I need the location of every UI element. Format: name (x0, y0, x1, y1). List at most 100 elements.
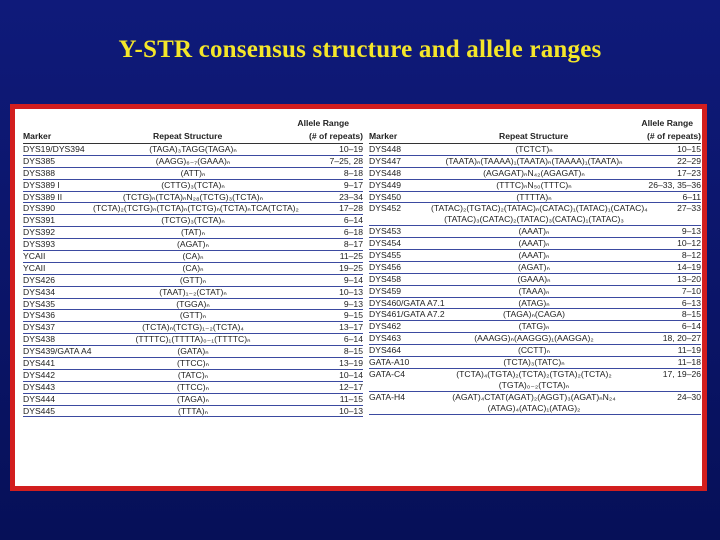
repeat-structure-line: (TTCC)ₙ (176, 358, 210, 369)
right-table-header: Allele Range Marker Repeat Structure (# … (369, 117, 701, 144)
allele-range-cell: 18, 20–27 (662, 333, 701, 344)
repeat-structure-line: (TTTC)ₙN₅₀(TTTC)ₙ (496, 179, 572, 190)
table-row: DYS438 (TTTTC)₁(TTTTA)₀₋₁(TTTTC)ₙ 6–14 (23, 334, 363, 347)
allele-range-cell: 19–25 (339, 262, 363, 273)
repeat-structure-line: (TCTA)₄(TGTA)₂(TCTA)₂(TGTA)₂(TCTA)₂ (456, 368, 612, 379)
repeat-structure-cell: (TGGA)ₙ (93, 299, 293, 310)
repeat-structure-cell: (TCTCT)ₙ (431, 144, 637, 155)
allele-range-cell: 13–19 (339, 358, 363, 369)
repeat-structure-cell: (AAGG)₆₋₇(GAAA)ₙ (93, 156, 293, 167)
table-row: DYS385 (AAGG)₆₋₇(GAAA)ₙ 7–25, 28 (23, 156, 363, 168)
table-row: DYS389 II (TCTG)ₙ(TCTA)ₙN₂₈(TCTG)₃(TCTA)ₙ… (23, 192, 363, 204)
table-row: DYS434 (TAAT)₁₋₂(CTAT)ₙ 10–13 (23, 287, 363, 299)
allele-range-cell: 6–14 (343, 334, 363, 345)
repeat-structure-line: (CCTT)ₙ (517, 345, 551, 356)
repeat-structure-line: (TCTA)₃(TATC)ₙ (503, 357, 565, 368)
repeat-structure-cell: (GTT)ₙ (93, 310, 293, 321)
repeat-structure-line: (ATT)ₙ (180, 167, 206, 178)
repeat-structure-line: (TATC)ₙ (177, 369, 209, 380)
repeat-structure-line: (TAT)ₙ (180, 227, 206, 238)
repeat-structure-cell: (CTTG)₃(TCTA)ₙ (93, 180, 293, 191)
repeat-structure-line: (CA)ₙ (182, 251, 204, 262)
marker-cell: DYS445 (23, 405, 56, 416)
table-row: DYS462 (TATG)ₙ 6–14 (369, 321, 701, 334)
marker-cell: DYS450 (369, 191, 402, 202)
allele-range-cell: 10–13 (339, 405, 363, 416)
marker-cell: DYS460/GATA A7.1 (369, 297, 445, 308)
marker-cell: DYS389 II (23, 191, 63, 202)
repeat-structure-cell: (CA)ₙ (93, 263, 293, 274)
allele-range-cell: 9–13 (681, 226, 701, 237)
repeat-structure-line: (TCTA)ₙ(TCTG)₁₋₂(TCTA)₄ (142, 322, 244, 333)
allele-range-cell: 9–17 (343, 179, 363, 190)
repeat-structure-cell: (TCTA)₂(TCTG)ₙ(TCTA)ₙ(TCTG)ₙ(TCTA)ₙTCA(T… (93, 203, 299, 214)
repeat-structure-line: (AGAT)ₙ (177, 239, 209, 250)
repeat-structure-cell: (TAGA)₃TAGG(TAGA)ₙ (93, 144, 293, 155)
marker-cell: DYS434 (23, 286, 56, 297)
marker-cell: DYS441 (23, 358, 56, 369)
allele-range-cell: 10–13 (339, 286, 363, 297)
marker-cell: GATA-H4 (369, 391, 405, 402)
table-row: DYS464 (CCTT)ₙ 11–19 (369, 345, 701, 358)
repeat-structure-cell: (TTTC)ₙN₅₀(TTTC)ₙ (431, 180, 637, 191)
marker-cell: DYS439/GATA A4 (23, 346, 92, 357)
table-row: DYS444 (TAGA)ₙ 11–15 (23, 394, 363, 406)
marker-cell: DYS459 (369, 285, 402, 296)
table-row: DYS442 (TATC)ₙ 10–14 (23, 370, 363, 382)
table-row: YCAII (CA)ₙ 11–25 (23, 251, 363, 263)
repeat-structure-line: (TAAA)ₙ (518, 285, 550, 296)
marker-cell: GATA-C4 (369, 368, 405, 379)
repeat-structure-cell: (AGAGAT)ₙN₄₂(AGAGAT)ₙ (431, 168, 637, 179)
table-row: GATA-C4 (TCTA)₄(TGTA)₂(TCTA)₂(TGTA)₂(TCTA… (369, 369, 701, 392)
repeat-structure-line: (TGTA)₀₋₂(TCTA)ₙ (498, 379, 570, 390)
repeat-structure-cell: (TAGA)ₙ (93, 394, 293, 405)
marker-cell: DYS452 (369, 203, 402, 214)
repeat-structure-cell: (AGAT)ₙ (431, 262, 637, 273)
repeat-structure-cell: (GAAA)ₙ (431, 274, 637, 285)
marker-cell: DYS458 (369, 273, 402, 284)
repeat-structure-cell: (TATAC)₂(TGTAC)₂(TATAC)ₙ(CATAC)₁(TATAC)₁… (431, 203, 648, 225)
repeat-structure-line: (TTTTC)₁(TTTTA)₀₋₁(TTTTC)ₙ (135, 334, 251, 345)
repeat-structure-cell: (GTT)ₙ (93, 275, 293, 286)
table-row: DYS447 (TAATA)ₙ(TAAAA)₁(TAATA)ₙ(TAAAA)₁(T… (369, 156, 701, 168)
slide-title: Y-STR consensus structure and allele ran… (118, 36, 602, 63)
allele-range-cell: 10–14 (339, 369, 363, 380)
repeat-structure-line: (TCTG)ₙ(TCTA)ₙN₂₈(TCTG)₃(TCTA)ₙ (122, 191, 264, 202)
marker-cell: DYS388 (23, 167, 56, 178)
repeat-structure-cell: (AAAGG)ₙ(AAGGG)₁(AAGGA)₂ (431, 333, 637, 344)
allele-range-cell: 8–12 (681, 250, 701, 261)
allele-range-header: Allele Range (641, 118, 693, 128)
repeat-structure-cell: (ATT)ₙ (93, 168, 293, 179)
repeat-structure-line: (TCTCT)ₙ (515, 144, 553, 154)
marker-header: Marker (369, 131, 398, 141)
repeat-count-header: (# of repeats) (309, 131, 363, 141)
marker-cell: DYS454 (369, 238, 402, 249)
left-table-header: Allele Range Marker Repeat Structure (# … (23, 117, 363, 144)
allele-range-cell: 12–17 (339, 381, 363, 392)
allele-range-cell: 26–33, 35–36 (648, 179, 701, 190)
allele-range-cell: 6–14 (681, 321, 701, 332)
left-table: Allele Range Marker Repeat Structure (# … (23, 117, 363, 418)
repeat-structure-cell: (AAAT)ₙ (431, 238, 637, 249)
allele-range-cell: 14–19 (677, 261, 701, 272)
table-row: DYS392 (TAT)ₙ 6–18 (23, 227, 363, 240)
table-row: DYS393 (AGAT)ₙ 8–17 (23, 239, 363, 252)
table-row: DYS448 (TCTCT)ₙ 10–15 (369, 144, 701, 156)
repeat-structure-cell: (TAGA)ₙ(CAGA) (431, 309, 637, 320)
repeat-structure-line: (AAGG)₆₋₇(GAAA)ₙ (155, 155, 231, 166)
allele-range-cell: 11–18 (677, 357, 701, 368)
repeat-structure-cell: (AAAT)ₙ (431, 250, 637, 261)
repeat-structure-line: (TATAC)₂(TGTAC)₂(TATAC)ₙ(CATAC)₁(TATAC)₁… (431, 203, 648, 214)
allele-range-cell: 27–33 (677, 203, 701, 214)
table-row: DYS426 (GTT)ₙ 9–14 (23, 275, 363, 287)
table-row: DYS436 (GTT)ₙ 9–15 (23, 310, 363, 323)
repeat-structure-line: (TTTTA)ₙ (516, 191, 552, 202)
table-row: DYS445 (TTTA)ₙ 10–13 (23, 406, 363, 418)
table-row: YCAII (CA)ₙ 19–25 (23, 263, 363, 275)
repeat-structure-cell: (GATA)ₙ (93, 346, 293, 357)
allele-range-cell: 13–20 (677, 273, 701, 284)
table-row: DYS435 (TGGA)ₙ 9–13 (23, 299, 363, 311)
marker-cell: DYS19/DYS394 (23, 144, 85, 154)
right-table-body: DYS448 (TCTCT)ₙ 10–15 DYS447 (TAATA)ₙ(TAAAA)… (369, 144, 701, 415)
allele-range-cell: 6–13 (681, 297, 701, 308)
